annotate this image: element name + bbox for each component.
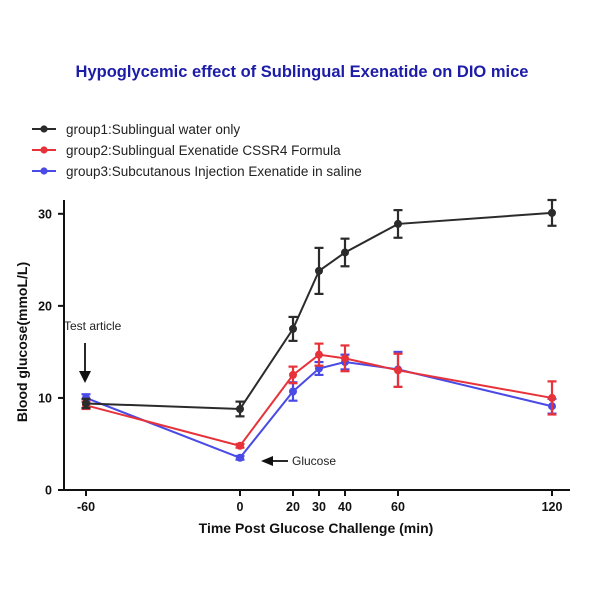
x-tick-label: 120 [542,500,563,514]
x-tick-label: -60 [77,500,95,514]
legend: group1:Sublingual water only group2:Subli… [32,122,362,179]
series [81,198,557,418]
data-point [236,404,244,413]
y-tick-label: 10 [38,391,52,405]
data-point [236,453,244,462]
data-point [341,354,349,363]
legend-marker [40,167,48,175]
annotation-arrow-head [79,371,91,383]
x-axis-title: Time Post Glucose Challenge (min) [199,520,434,536]
legend-marker [40,125,48,133]
axes [63,200,570,491]
x-tick-label: 40 [338,500,352,514]
data-point [315,266,323,275]
series [81,342,557,450]
annotation-label: Glucose [292,454,336,468]
data-point [289,370,297,379]
legend-label: group2:Sublingual Exenatide CSSR4 Formul… [66,143,341,158]
series-line [85,361,553,459]
y-tick-label: 30 [38,207,52,221]
series-line [85,211,553,411]
legend-marker [40,146,48,154]
data-point [289,387,297,396]
data-point [236,441,244,450]
data-point [289,324,297,333]
data-point [315,350,323,359]
x-tick-label: 30 [312,500,326,514]
annotation-layer: Test article Glucose [64,319,336,468]
series-layer [81,198,557,462]
annotation-label: Test article [64,319,122,333]
ticks: 0 10 20 30 -60 0 20 30 40 60 120 [38,207,562,514]
legend-label: group1:Sublingual water only [66,122,240,137]
data-point [548,393,556,402]
chart-title: Hypoglycemic effect of Sublingual Exenat… [76,63,529,81]
y-tick-label: 20 [38,299,52,313]
y-axis-title: Blood glucose(mmoL/L) [14,262,30,422]
x-tick-label: 20 [286,500,300,514]
x-tick-label: 60 [391,500,405,514]
legend-label: group3:Subcutanous Injection Exenatide i… [66,164,362,179]
data-point [394,366,402,375]
data-point [394,219,402,228]
y-tick-label: 0 [45,484,52,498]
data-point [341,248,349,257]
data-point [548,208,556,217]
annotation-arrow-head [261,456,273,466]
x-tick-label: 0 [237,500,244,514]
data-point [82,399,90,408]
